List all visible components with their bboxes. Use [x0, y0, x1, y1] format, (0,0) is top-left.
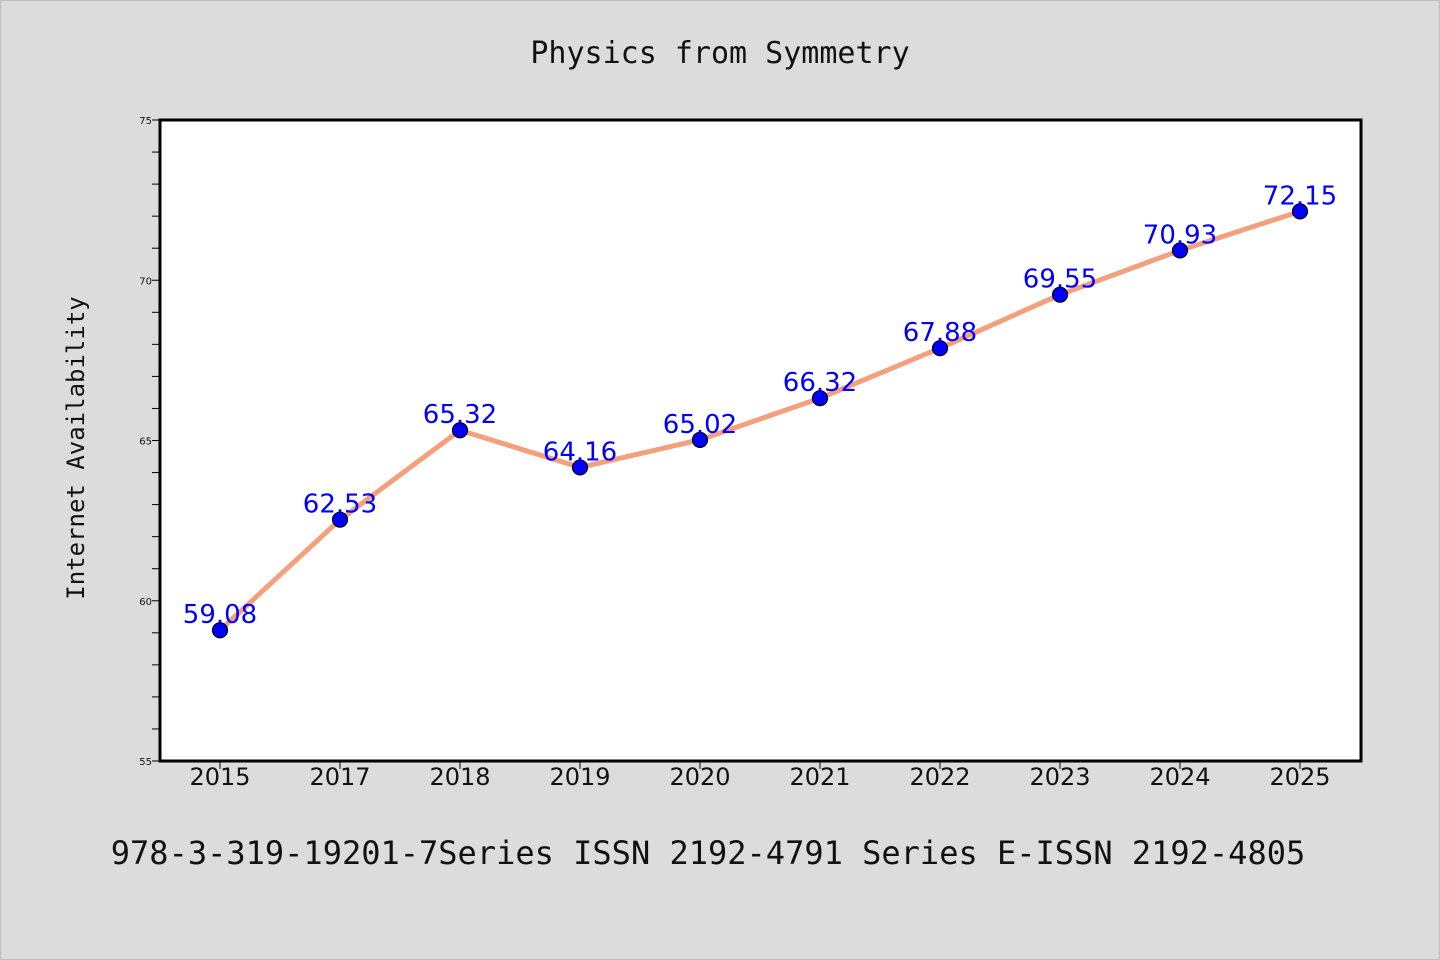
x-tick-label: 2018 — [429, 763, 490, 791]
y-tick-label: 70 — [139, 276, 152, 287]
x-tick-label: 2025 — [1269, 763, 1330, 791]
data-point — [1291, 203, 1309, 220]
data-label: 70.93 — [1143, 220, 1217, 250]
data-point — [331, 511, 349, 528]
data-label: 62.53 — [303, 490, 377, 520]
x-tick-label: 2017 — [309, 763, 370, 791]
y-tick-label: 75 — [139, 116, 152, 127]
data-point — [811, 390, 829, 407]
x-tick-label: 2015 — [189, 763, 250, 791]
data-labels: 59.08 62.53 65.32 64.16 65.02 66.32 67.88 69.55… — [183, 181, 1337, 630]
data-label: 64.16 — [543, 437, 617, 467]
data-point — [691, 431, 709, 448]
data-label: 69.55 — [1023, 265, 1097, 295]
data-point — [571, 459, 589, 476]
x-tick-label: 2021 — [789, 763, 850, 791]
y-tick-label: 60 — [139, 597, 152, 608]
plot-area — [158, 118, 1363, 763]
data-label: 72.15 — [1263, 181, 1337, 211]
data-point — [1051, 286, 1069, 303]
data-label: 65.02 — [663, 410, 737, 440]
y-axis: 55 60 65 70 75 — [139, 116, 160, 768]
data-label: 66.32 — [783, 368, 857, 398]
x-tick-label: 2023 — [1029, 763, 1090, 791]
x-tick-label: 2022 — [909, 763, 970, 791]
data-point — [931, 340, 949, 357]
data-label: 59.08 — [183, 600, 257, 630]
data-label: 67.88 — [903, 318, 977, 348]
x-axis: 2015 2017 2018 2019 2020 2021 2022 2023 2024 2025 — [189, 761, 1331, 791]
series-line-group — [211, 203, 1309, 639]
series-line — [217, 208, 1303, 633]
data-label: 65.32 — [423, 400, 497, 430]
x-tick-label: 2024 — [1149, 763, 1210, 791]
x-tick-label: 2019 — [549, 763, 610, 791]
x-tick-label: 2020 — [669, 763, 730, 791]
data-point — [211, 622, 229, 639]
data-point — [1171, 242, 1189, 259]
y-tick-label: 55 — [139, 757, 152, 768]
footer-isbn-text: 978-3-319-19201-7Series ISSN 2192-4791 S… — [111, 834, 1305, 872]
y-axis-label: Internet Availability — [62, 296, 90, 599]
data-point — [451, 422, 469, 439]
chart-title: Physics from Symmetry — [530, 36, 909, 71]
y-tick-label: 65 — [139, 437, 152, 448]
